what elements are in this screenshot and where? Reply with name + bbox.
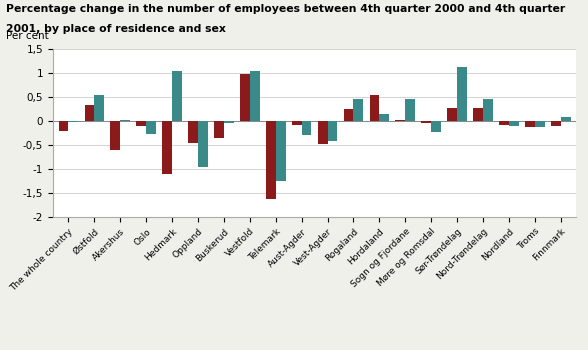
- Bar: [447, 108, 457, 121]
- Bar: [369, 94, 379, 121]
- Bar: [535, 121, 544, 127]
- Bar: [551, 121, 561, 126]
- Bar: [353, 99, 363, 121]
- Bar: [431, 121, 441, 132]
- Bar: [224, 121, 234, 124]
- Bar: [146, 121, 156, 134]
- Bar: [121, 120, 130, 121]
- Bar: [266, 121, 276, 199]
- Bar: [214, 121, 224, 138]
- Bar: [395, 120, 405, 121]
- Bar: [162, 121, 172, 174]
- Bar: [379, 114, 389, 121]
- Bar: [111, 121, 121, 150]
- Bar: [509, 121, 519, 126]
- Bar: [240, 75, 250, 121]
- Bar: [499, 121, 509, 125]
- Text: Per cent: Per cent: [6, 30, 49, 41]
- Bar: [473, 108, 483, 121]
- Bar: [561, 117, 570, 121]
- Bar: [85, 105, 94, 121]
- Bar: [250, 71, 260, 121]
- Bar: [483, 99, 493, 121]
- Bar: [172, 71, 182, 121]
- Bar: [318, 121, 328, 144]
- Bar: [422, 121, 431, 124]
- Bar: [188, 121, 198, 142]
- Bar: [302, 121, 312, 135]
- Bar: [198, 121, 208, 167]
- Bar: [328, 121, 338, 141]
- Bar: [94, 94, 104, 121]
- Bar: [405, 99, 415, 121]
- Bar: [457, 67, 467, 121]
- Bar: [343, 109, 353, 121]
- Bar: [68, 121, 78, 122]
- Bar: [292, 121, 302, 125]
- Text: Percentage change in the number of employees between 4th quarter 2000 and 4th qu: Percentage change in the number of emplo…: [6, 4, 565, 14]
- Bar: [59, 121, 68, 131]
- Text: 2001, by place of residence and sex: 2001, by place of residence and sex: [6, 25, 226, 35]
- Bar: [525, 121, 535, 127]
- Bar: [136, 121, 146, 126]
- Bar: [276, 121, 286, 181]
